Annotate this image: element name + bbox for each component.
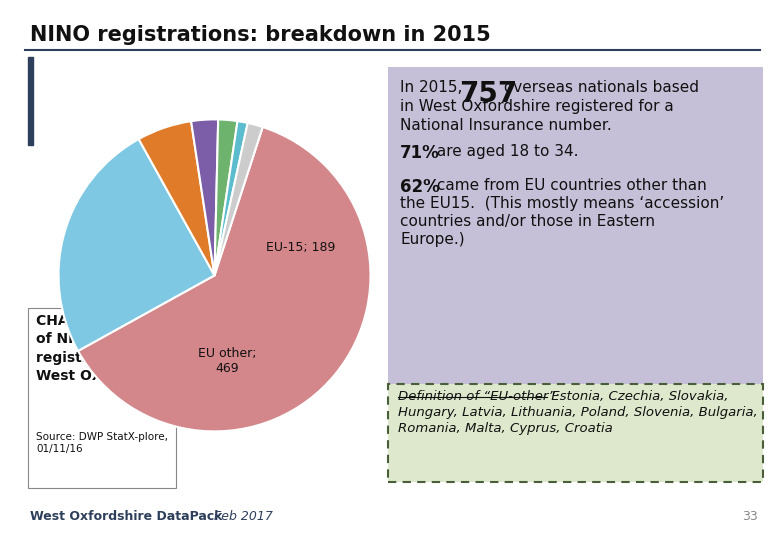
Text: West Oxfordshire DataPack: West Oxfordshire DataPack [30, 510, 222, 523]
Wedge shape [139, 121, 215, 275]
FancyBboxPatch shape [388, 67, 763, 385]
Wedge shape [215, 121, 248, 275]
Text: National Insurance number.: National Insurance number. [400, 118, 612, 133]
Text: Africa; 15: Africa; 15 [168, 352, 222, 362]
Wedge shape [215, 123, 263, 275]
Text: countries and/or those in Eastern: countries and/or those in Eastern [400, 214, 655, 229]
Text: in West Oxfordshire registered for a: in West Oxfordshire registered for a [400, 99, 674, 114]
Text: Oceania; 20: Oceania; 20 [85, 351, 152, 361]
Text: Source: DWP StatX-plore,
01/11/16: Source: DWP StatX-plore, 01/11/16 [36, 432, 168, 454]
Text: Estonia, Czechia, Slovakia,: Estonia, Czechia, Slovakia, [547, 390, 729, 403]
Text: 71%: 71% [400, 144, 440, 162]
Wedge shape [191, 119, 218, 275]
Wedge shape [58, 139, 214, 351]
Text: Definition of “EU-other”:: Definition of “EU-other”: [398, 390, 560, 403]
Text: the EU15.  (This mostly means ‘accession’: the EU15. (This mostly means ‘accession’ [400, 196, 725, 211]
FancyBboxPatch shape [388, 384, 763, 482]
Text: Other; 43: Other; 43 [225, 342, 278, 352]
Text: NINO registrations: breakdown in 2015: NINO registrations: breakdown in 2015 [30, 25, 491, 45]
Text: 33: 33 [743, 510, 758, 523]
Text: overseas nationals based: overseas nationals based [499, 80, 699, 95]
Text: EU-15; 189: EU-15; 189 [266, 241, 335, 254]
Text: came from EU countries other than: came from EU countries other than [432, 178, 707, 193]
FancyBboxPatch shape [28, 308, 176, 488]
Wedge shape [78, 127, 370, 431]
Text: Romania, Malta, Cyprus, Croatia: Romania, Malta, Cyprus, Croatia [398, 422, 613, 435]
Text: are aged 18 to 34.: are aged 18 to 34. [432, 144, 579, 159]
Wedge shape [215, 119, 238, 275]
Text: Europe.): Europe.) [400, 232, 465, 247]
Text: Feb 2017: Feb 2017 [210, 510, 273, 523]
Text: Hungary, Latvia, Lithuania, Poland, Slovenia, Bulgaria,: Hungary, Latvia, Lithuania, Poland, Slov… [398, 406, 757, 419]
Text: CHART: Number
of NINO
registrations in
West Oxfordshire: CHART: Number of NINO registrations in W… [36, 314, 172, 383]
Text: 757: 757 [459, 80, 517, 108]
Text: In 2015,: In 2015, [400, 80, 467, 95]
Text: 62%: 62% [400, 178, 440, 196]
Text: EU other;
469: EU other; 469 [198, 347, 256, 375]
Bar [28, 57, 33, 145]
